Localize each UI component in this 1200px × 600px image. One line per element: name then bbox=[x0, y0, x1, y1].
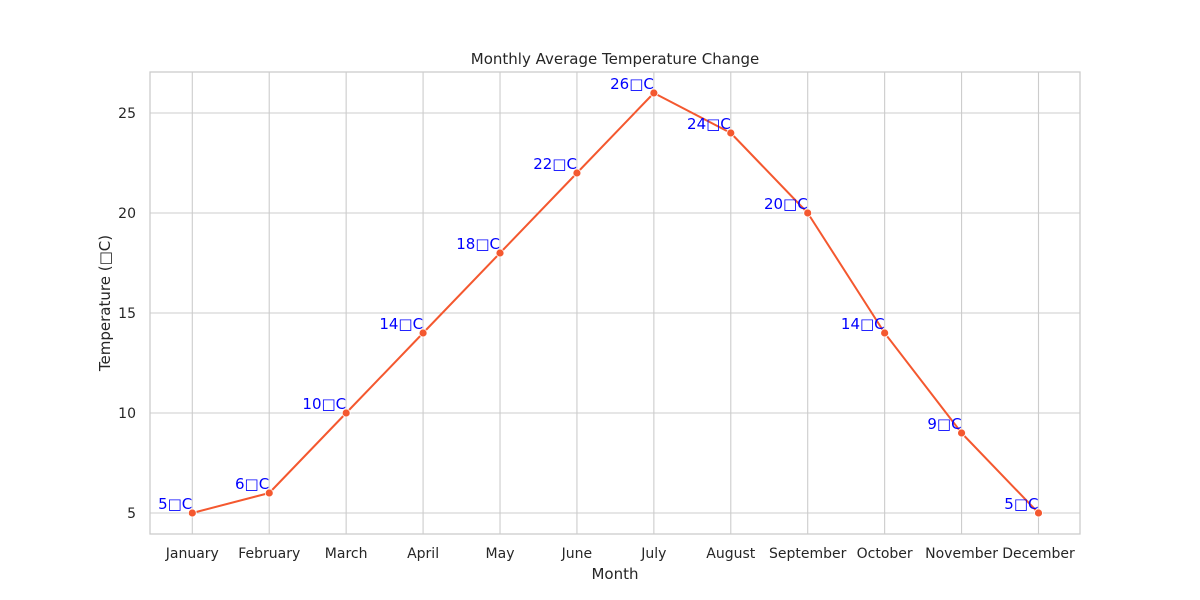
data-point-label: 6□C bbox=[235, 475, 269, 493]
data-point bbox=[1034, 508, 1043, 518]
data-point-label: 24□C bbox=[687, 115, 731, 133]
data-point-label: 10□C bbox=[302, 395, 346, 413]
x-tick-label: February bbox=[238, 546, 300, 562]
data-point-label: 22□C bbox=[533, 155, 577, 173]
y-axis-label: Temperature (□C) bbox=[96, 235, 114, 372]
x-tick-label: April bbox=[407, 546, 439, 562]
data-point bbox=[495, 248, 505, 258]
y-tick-label: 25 bbox=[118, 106, 136, 122]
data-point-label: 5□C bbox=[158, 495, 192, 513]
x-tick-label: March bbox=[325, 546, 368, 562]
data-labels: 5□C 6□C 10□C 14□C 18□C 22□C 26□C 24□C 20□C 14□C 9□… bbox=[158, 75, 1038, 513]
x-tick-label: June bbox=[561, 546, 593, 562]
data-point-label: 14□C bbox=[841, 315, 885, 333]
x-tick-label: November bbox=[925, 546, 998, 562]
data-point bbox=[418, 328, 428, 338]
data-point bbox=[341, 408, 351, 418]
grid-lines bbox=[150, 72, 1080, 534]
x-axis-label: Month bbox=[591, 565, 638, 583]
y-tick-label: 15 bbox=[118, 306, 136, 322]
x-tick-label: May bbox=[486, 546, 515, 562]
data-point bbox=[264, 488, 274, 498]
x-tick-label: July bbox=[640, 546, 666, 562]
data-point bbox=[572, 168, 582, 178]
data-point bbox=[649, 88, 659, 98]
data-point bbox=[957, 428, 966, 438]
series-layer bbox=[187, 88, 1043, 518]
data-point-label: 14□C bbox=[379, 315, 423, 333]
data-point-label: 9□C bbox=[927, 415, 961, 433]
y-tick-label: 5 bbox=[127, 506, 136, 522]
data-point-label: 5□C bbox=[1004, 495, 1038, 513]
data-point-label: 18□C bbox=[456, 235, 500, 253]
x-tick-label: December bbox=[1002, 546, 1075, 562]
data-point-label: 20□C bbox=[764, 195, 808, 213]
data-point bbox=[880, 328, 890, 338]
tick-labels: January February March April May June July Augu… bbox=[118, 106, 1075, 562]
y-tick-label: 10 bbox=[118, 406, 136, 422]
series-line bbox=[192, 92, 1040, 514]
x-tick-label: August bbox=[706, 546, 756, 562]
chart-title: Monthly Average Temperature Change bbox=[471, 50, 759, 68]
x-tick-label: September bbox=[769, 546, 847, 562]
data-point-label: 26□C bbox=[610, 75, 654, 93]
x-tick-label: October bbox=[857, 546, 913, 562]
x-tick-label: January bbox=[165, 546, 219, 562]
plot-frame bbox=[149, 71, 1081, 535]
data-point bbox=[187, 508, 197, 518]
y-tick-label: 20 bbox=[118, 206, 136, 222]
data-point bbox=[726, 128, 736, 138]
data-point bbox=[803, 208, 813, 218]
